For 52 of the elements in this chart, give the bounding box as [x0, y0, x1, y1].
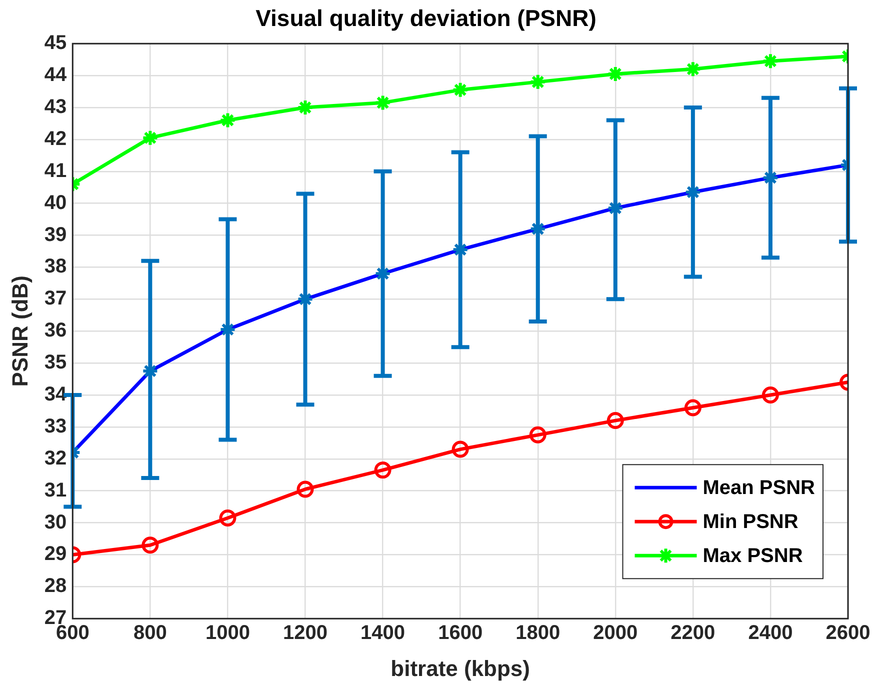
y-tick-label: 40 [44, 192, 67, 214]
y-tick-label: 42 [44, 128, 67, 150]
y-tick-label: 43 [44, 96, 67, 118]
x-tick-label: 1400 [360, 622, 406, 644]
point [374, 94, 392, 112]
y-tick-label: 37 [44, 288, 67, 310]
x-tick-label: 800 [133, 622, 167, 644]
point [296, 480, 314, 498]
legend-label: Mean PSNR [702, 477, 816, 500]
point [529, 426, 546, 444]
y-tick-label: 38 [44, 256, 67, 278]
point [762, 386, 779, 404]
point [762, 52, 779, 70]
x-axis-title: bitrate (kbps) [390, 656, 530, 681]
y-tick-label: 36 [44, 320, 67, 342]
point [219, 509, 236, 526]
y-tick-label: 34 [44, 384, 68, 406]
point [374, 462, 392, 479]
y-tick-label: 35 [44, 352, 67, 374]
y-tick-label: 45 [44, 32, 67, 54]
point [142, 536, 159, 554]
point [606, 65, 624, 82]
x-tick-label: 1200 [283, 622, 328, 644]
x-tick-label: 2200 [670, 622, 716, 644]
point [529, 73, 546, 90]
y-tick-label: 29 [44, 543, 67, 566]
y-tick-label: 28 [44, 575, 67, 598]
point [219, 112, 236, 129]
y-tick-label: 39 [44, 224, 67, 246]
x-tick-label: 2600 [826, 622, 870, 644]
y-tick-label: 41 [44, 160, 67, 182]
point [142, 129, 159, 146]
y-tick-label: 33 [44, 415, 67, 438]
x-tick-label: 1000 [205, 622, 250, 644]
y-tick-label: 44 [44, 64, 68, 86]
point [452, 81, 469, 98]
point [296, 98, 314, 116]
x-tick-label: 2000 [593, 622, 638, 644]
y-axis-title: PSNR (dB) [7, 275, 32, 387]
chart-title: Visual quality deviation (PSNR) [256, 5, 596, 32]
point [684, 399, 702, 416]
x-tick-label: 2400 [748, 622, 793, 644]
y-tick-label: 30 [44, 511, 67, 534]
legend-label: Min PSNR [702, 511, 799, 534]
y-tick-label: 32 [44, 447, 67, 470]
x-tick-label: 1800 [516, 622, 560, 644]
point [452, 440, 469, 458]
legend-label: Max PSNR [702, 545, 804, 568]
y-tick-label: 31 [44, 479, 67, 502]
point [606, 412, 624, 430]
point [684, 60, 702, 78]
x-tick-label: 1600 [438, 622, 483, 644]
